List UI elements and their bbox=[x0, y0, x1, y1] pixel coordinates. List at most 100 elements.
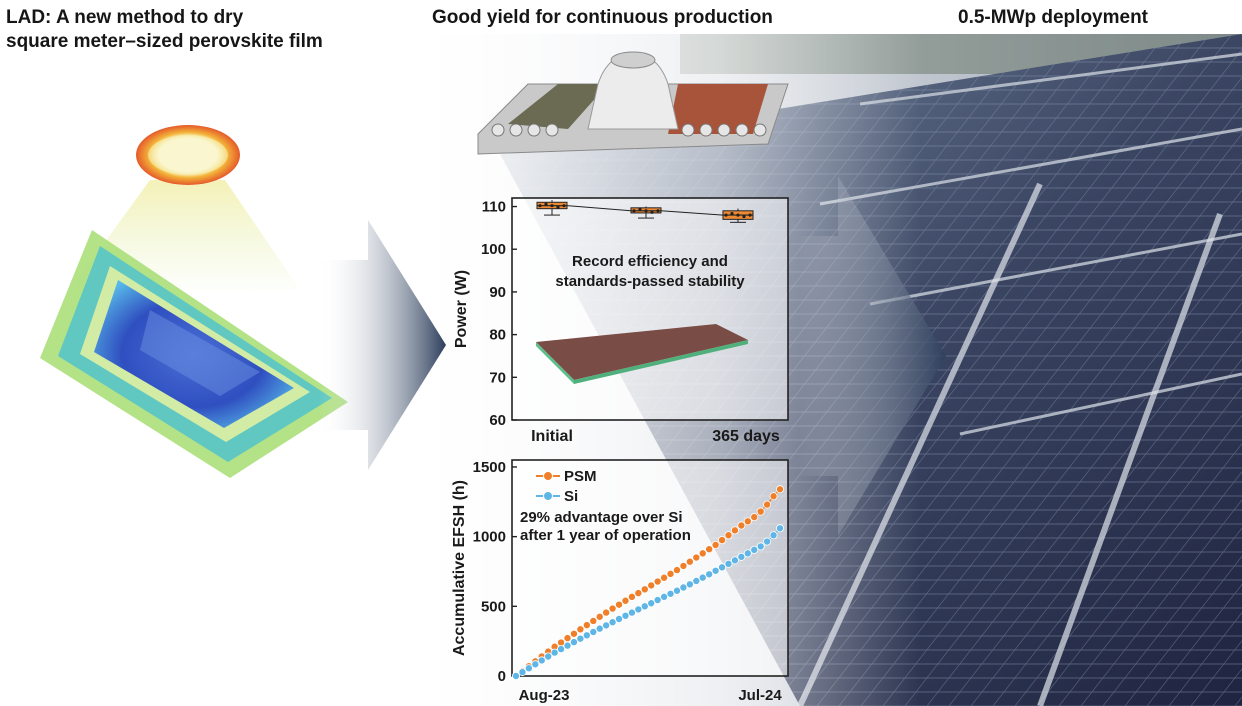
efsh-point-si bbox=[724, 559, 733, 568]
efsh-point-si bbox=[569, 638, 578, 647]
power-y-axis-label: Power (W) bbox=[453, 270, 470, 348]
efsh-point-si bbox=[563, 641, 572, 650]
power-box-point bbox=[724, 213, 728, 217]
efsh-point-psm bbox=[627, 592, 636, 601]
efsh-point-si bbox=[743, 549, 752, 558]
efsh-point-psm bbox=[660, 573, 669, 582]
efsh-point-psm bbox=[724, 531, 733, 540]
power-y-tick-label: 100 bbox=[481, 241, 506, 258]
efsh-y-tick-label: 0 bbox=[498, 668, 506, 685]
efsh-point-psm bbox=[563, 634, 572, 643]
power-box-point bbox=[550, 204, 554, 208]
power-y-tick-label: 110 bbox=[482, 199, 506, 216]
efsh-y-tick-label: 1500 bbox=[473, 459, 506, 476]
efsh-point-psm bbox=[582, 621, 591, 630]
power-box-point bbox=[736, 213, 740, 217]
efsh-point-psm bbox=[653, 577, 662, 586]
left-section-title: LAD: A new method to dry square meter–si… bbox=[6, 6, 426, 54]
efsh-point-psm bbox=[718, 536, 727, 545]
efsh-point-si bbox=[524, 664, 533, 673]
efsh-point-psm bbox=[763, 500, 772, 509]
efsh-point-si bbox=[518, 668, 527, 677]
efsh-annotation-line2: after 1 year of operation bbox=[520, 527, 691, 544]
efsh-point-psm bbox=[666, 569, 675, 578]
efsh-point-psm bbox=[756, 507, 765, 516]
power-box-point bbox=[538, 204, 542, 208]
efsh-point-si bbox=[698, 573, 707, 582]
power-plot-frame bbox=[511, 197, 789, 421]
efsh-y-tick-label: 1000 bbox=[473, 529, 506, 546]
power-trend-arrow bbox=[566, 205, 632, 212]
efsh-point-si bbox=[512, 671, 521, 680]
efsh-point-si bbox=[672, 586, 681, 595]
efsh-point-psm bbox=[595, 612, 604, 621]
efsh-point-psm bbox=[569, 629, 578, 638]
efsh-point-si bbox=[730, 556, 739, 565]
efsh-point-psm bbox=[692, 553, 701, 562]
power-annotation-line1: Record efficiency and bbox=[572, 253, 728, 270]
efsh-point-psm bbox=[685, 557, 694, 566]
efsh-point-si bbox=[718, 563, 727, 572]
legend-psm-label: PSM bbox=[564, 468, 597, 485]
power-y-tick-label: 80 bbox=[489, 327, 506, 344]
power-box-point bbox=[644, 209, 648, 213]
efsh-point-si bbox=[621, 611, 630, 620]
efsh-point-si bbox=[666, 589, 675, 598]
efsh-point-si bbox=[627, 608, 636, 617]
efsh-point-si bbox=[544, 652, 553, 661]
efsh-y-tick-label: 500 bbox=[481, 598, 506, 615]
efsh-point-si bbox=[756, 542, 765, 551]
efsh-point-si bbox=[602, 621, 611, 630]
arrow-right-icon bbox=[318, 220, 446, 470]
efsh-point-si bbox=[537, 656, 546, 665]
efsh-point-psm bbox=[634, 589, 643, 598]
left-title-line1: LAD: A new method to dry bbox=[6, 7, 244, 28]
efsh-point-psm bbox=[705, 545, 714, 554]
efsh-point-psm bbox=[698, 549, 707, 558]
efsh-point-psm bbox=[615, 600, 624, 609]
efsh-point-si bbox=[737, 552, 746, 561]
efsh-point-psm bbox=[679, 561, 688, 570]
efsh-point-psm bbox=[602, 608, 611, 617]
efsh-point-si bbox=[550, 648, 559, 657]
lad-drying-illustration bbox=[0, 110, 380, 530]
left-title-line2: square meter–sized perovskite film bbox=[6, 31, 323, 52]
efsh-annotation-line1: 29% advantage over Si bbox=[520, 509, 683, 526]
efsh-point-psm bbox=[621, 596, 630, 605]
power-annotation-line2: standards-passed stability bbox=[555, 273, 745, 290]
efsh-point-si bbox=[763, 537, 772, 546]
power-trend-arrow bbox=[660, 210, 724, 216]
efsh-y-axis-label: Accumulative EFSH (h) bbox=[451, 480, 468, 656]
coating-machine-illustration bbox=[468, 44, 798, 164]
efsh-point-si bbox=[608, 618, 617, 627]
power-box-point bbox=[730, 211, 734, 216]
efsh-point-psm bbox=[608, 604, 617, 613]
efsh-point-si bbox=[615, 615, 624, 624]
efsh-point-psm bbox=[711, 541, 720, 550]
power-box-point bbox=[656, 209, 660, 213]
power-box-point bbox=[562, 204, 566, 208]
efsh-point-psm bbox=[576, 625, 585, 634]
efsh-point-psm bbox=[640, 585, 649, 594]
power-box-point bbox=[638, 207, 642, 211]
efsh-point-si bbox=[769, 531, 778, 540]
power-chart: 60 70 80 90 100 110 Record efficiency and sta… bbox=[444, 192, 794, 448]
legend-si-marker bbox=[543, 491, 553, 501]
power-y-tick-label: 90 bbox=[489, 284, 506, 301]
power-box-point bbox=[742, 214, 746, 219]
efsh-point-si bbox=[711, 566, 720, 575]
efsh-chart-svg: 0 500 1000 1500 PSM Si 29% advantage over S… bbox=[451, 459, 789, 704]
efsh-point-si bbox=[685, 580, 694, 589]
efsh-chart: 0 500 1000 1500 PSM Si 29% advantage over S… bbox=[444, 456, 794, 706]
efsh-point-si bbox=[582, 631, 591, 640]
efsh-point-psm bbox=[750, 513, 759, 522]
power-box-point bbox=[556, 205, 560, 209]
power-box-point bbox=[748, 213, 752, 217]
power-y-tick-label: 60 bbox=[489, 412, 506, 429]
efsh-legend: PSM Si bbox=[536, 468, 597, 505]
efsh-point-si bbox=[660, 592, 669, 601]
efsh-point-psm bbox=[589, 616, 598, 625]
efsh-point-si bbox=[750, 545, 759, 554]
efsh-point-psm bbox=[737, 521, 746, 530]
power-box-point bbox=[632, 209, 636, 213]
